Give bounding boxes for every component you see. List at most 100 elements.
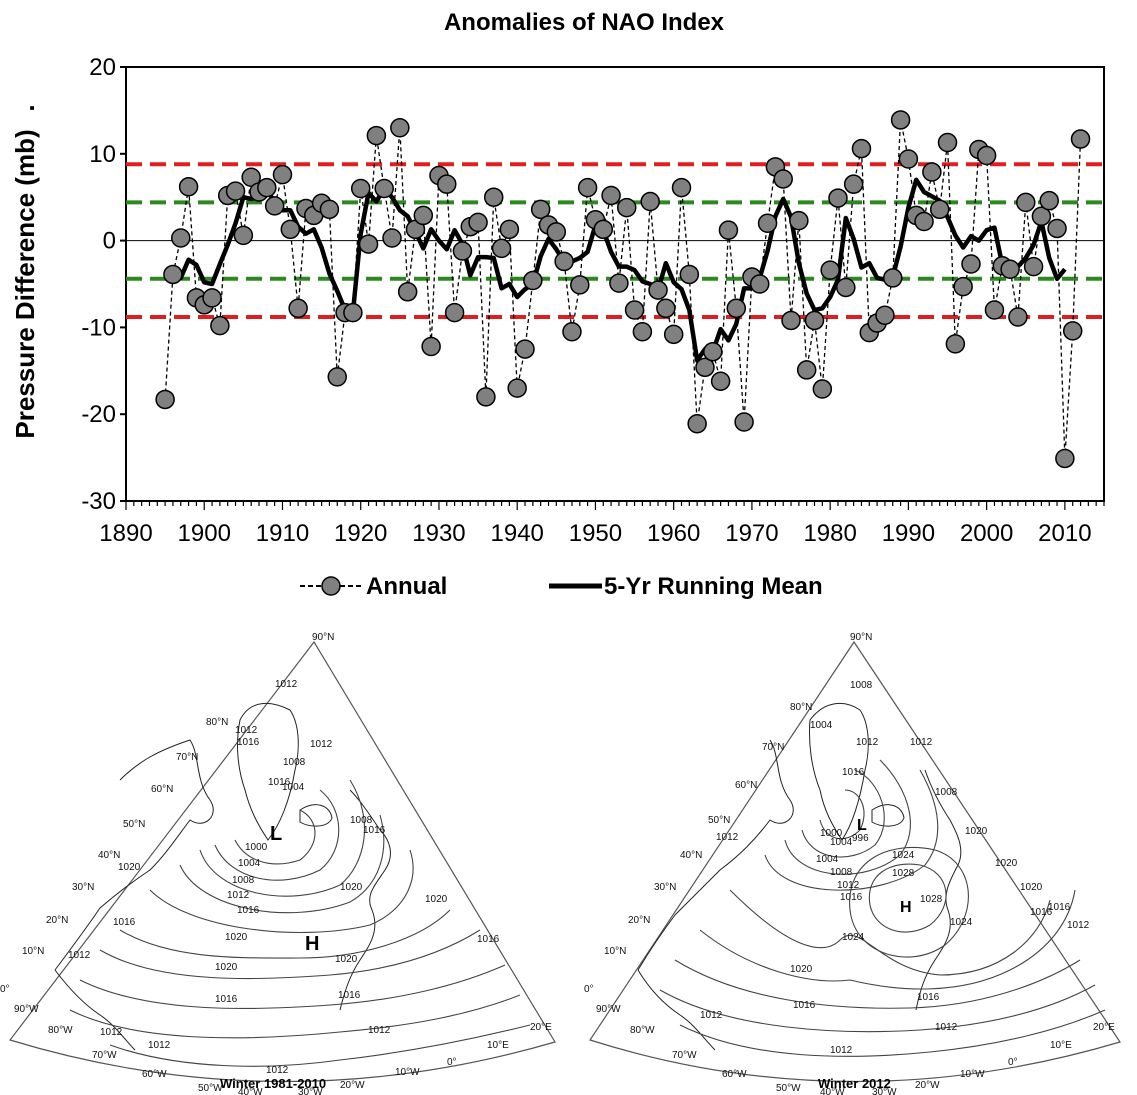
lon-label: 10°W [395,1067,420,1078]
annual-point [366,125,387,146]
annual-point [1062,321,1083,341]
lat-label: 10°N [604,946,626,957]
lon-label: 10°W [960,1069,985,1080]
lat-label: 40°N [680,850,702,861]
isobar-lines [659,759,1106,1057]
annual-point [499,219,520,240]
x-tick-label: 2010 [1038,520,1091,547]
isobar-label: 1020 [1020,882,1043,893]
legend: Annual 5-Yr Running Mean [300,573,823,600]
isobar-label: 1028 [892,868,915,879]
annual-point [358,234,379,254]
annual-point [624,300,645,320]
annual-point [749,274,770,294]
annual-point [530,199,551,220]
annual-point [679,264,700,285]
map-frame [589,640,1121,1083]
annual-point [616,197,637,218]
annual-point [953,276,973,297]
lat-label: 50°N [123,819,145,830]
series-annual-markers [155,110,1091,469]
annual-point [1031,206,1052,227]
isobar-label: 1016 [840,892,863,903]
lon-label: 50°W [776,1083,801,1094]
europe-coast [915,769,962,1011]
isobar-lines [69,779,531,1067]
annual-point [554,251,574,272]
annual-point [163,264,183,285]
annual-point [374,178,394,199]
isobar-label: 1000 [245,842,268,853]
annual-point [976,145,997,166]
lon-label: 50°W [198,1083,223,1094]
canada-coast [54,739,214,971]
annual-point [437,174,457,194]
lon-label: 0° [447,1057,457,1068]
annual-point [507,378,527,398]
map-caption: Winter 1981-2010 [220,1076,326,1091]
annual-point [264,196,285,216]
y-axis-label: Pressure Difference (mb) [10,129,40,438]
lat-label: 20°N [46,915,68,926]
lon-label: 10°E [1050,1040,1072,1051]
annual-point [922,162,942,182]
lat-label: 70°N [176,752,198,763]
lat-label: 10°N [22,946,44,957]
lat-label: 80°N [790,702,812,713]
lat-label: 80°N [206,717,228,728]
annual-point [452,241,473,261]
america-coast [54,969,136,1051]
isobar-label: 1016 [215,994,238,1005]
isobar-label: 1004 [810,720,833,731]
isobar-label: 1020 [425,894,448,905]
annual-point [233,225,254,246]
annual-point [687,413,707,434]
annual-point [632,321,653,342]
annual-point [914,211,934,232]
annual-point [319,199,340,220]
isobar-label: 1012 [68,950,91,961]
x-tick-label: 1940 [491,520,544,547]
annual-point [523,270,543,291]
x-tick-label: 1920 [334,520,387,547]
lat-label: 70°N [762,742,784,753]
map-low-label: L [857,817,867,834]
annual-point [476,387,496,407]
lat-label: 50°N [708,815,730,826]
annual-point [804,310,825,331]
annual-point [272,164,293,185]
annual-point [828,188,848,208]
isobar-label: 1012 [1067,920,1090,931]
isobar-label: 1004 [830,837,853,848]
annual-point [757,213,778,233]
x-tick-label: 1990 [882,520,935,547]
annual-point [1023,256,1044,277]
annual-point [796,360,817,380]
y-axis: -30 -20 -10 0 10 20 [81,54,126,515]
isobar-label: 1004 [816,854,839,865]
x-tick-label: 1980 [803,520,856,547]
map-frame [8,640,556,1083]
annual-point [640,191,660,212]
x-tick-label: 1910 [256,520,309,547]
annual-point [171,228,191,248]
annual-point [178,177,199,197]
annual-point [515,339,535,359]
annual-point [898,149,919,169]
annual-point [155,389,175,410]
y-tick-label: 10 [89,141,116,168]
greenland-coast [809,702,869,841]
annual-point [397,282,418,302]
annual-point [468,212,488,233]
isobar-label: 1012 [227,890,250,901]
annual-point [593,219,614,240]
annual-point [671,177,692,198]
lon-label: 80°W [630,1025,655,1036]
chart-title: Anomalies of NAO Index [444,9,725,36]
isobar-label: 1016 [477,934,500,945]
x-tick-label: 2000 [960,520,1013,547]
y-tick-label: 0 [103,228,116,255]
lon-label: 70°W [92,1050,117,1061]
legend-annual-marker [321,576,341,596]
